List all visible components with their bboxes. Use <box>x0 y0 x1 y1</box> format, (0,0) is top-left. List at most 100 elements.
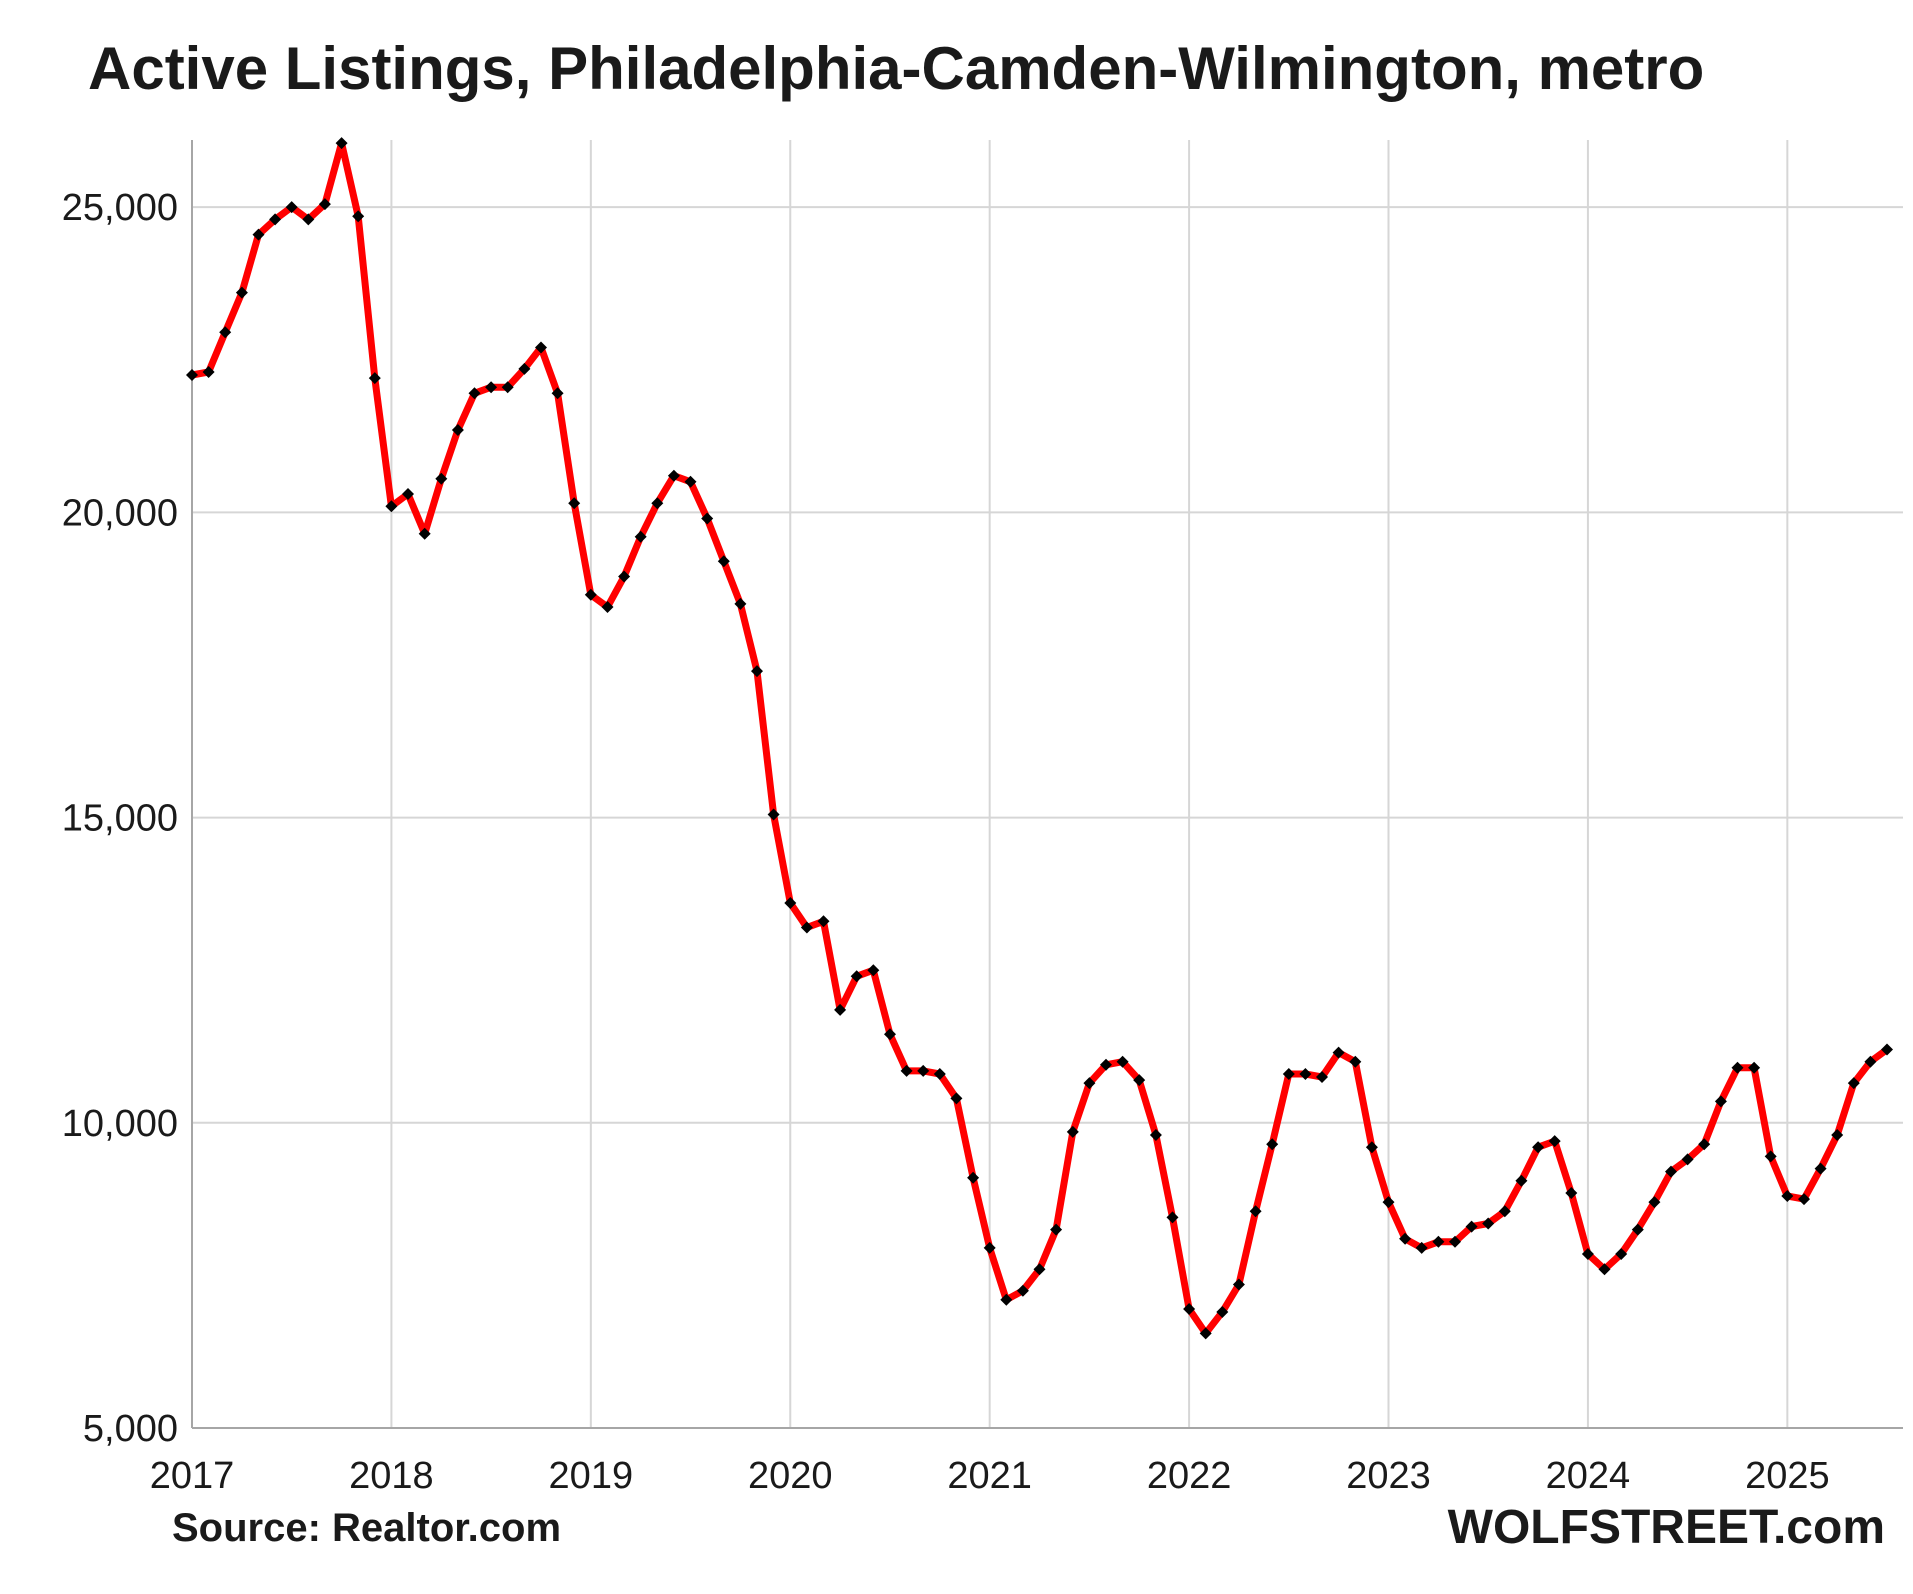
data-point-marker <box>867 964 880 977</box>
series-line <box>188 139 1891 1337</box>
data-point-marker <box>601 601 614 613</box>
x-tick-label: 2017 <box>150 1455 235 1497</box>
data-point-marker <box>1515 1174 1528 1187</box>
data-point-marker <box>1000 1293 1013 1306</box>
axes <box>191 140 1903 1429</box>
y-tick-label: 25,000 <box>62 187 178 229</box>
data-point-marker <box>734 597 747 610</box>
data-point-marker <box>1465 1220 1478 1233</box>
y-tick-label: 10,000 <box>62 1103 178 1145</box>
data-point-marker <box>1532 1141 1545 1154</box>
data-point-marker <box>1365 1141 1378 1154</box>
data-point-marker <box>1399 1232 1412 1245</box>
data-point-marker <box>352 210 365 223</box>
data-point-marker <box>983 1241 996 1254</box>
x-tick-labels: 2017 2018 2019 2020 2021 2022 2023 2024 2025 <box>150 1455 1830 1497</box>
data-point-marker <box>1282 1068 1295 1080</box>
x-tick-label: 2023 <box>1346 1455 1431 1497</box>
data-point-marker <box>584 588 597 601</box>
y-tick-label: 20,000 <box>62 492 178 534</box>
series-path <box>188 139 1891 1337</box>
data-point-marker <box>1847 1077 1860 1090</box>
data-point-marker <box>1232 1278 1245 1291</box>
data-point-marker <box>1781 1190 1794 1202</box>
data-point-marker <box>1731 1061 1744 1074</box>
data-point-marker <box>1332 1046 1345 1059</box>
data-point-marker <box>834 1003 847 1016</box>
data-point-marker <box>186 369 198 381</box>
data-point-marker <box>950 1092 963 1105</box>
data-point-marker <box>1498 1205 1511 1218</box>
data-point-marker <box>784 897 797 909</box>
data-point-marker <box>402 488 414 500</box>
brand-watermark: WOLFSTREET.com <box>1447 1501 1885 1554</box>
data-point-marker <box>518 362 531 375</box>
data-point-marker <box>1881 1043 1893 1056</box>
data-point-marker <box>1083 1077 1096 1090</box>
data-point-marker <box>435 472 448 485</box>
data-point-marker <box>1631 1223 1644 1236</box>
data-point-marker <box>967 1171 980 1184</box>
data-point-marker <box>651 497 664 510</box>
data-point-marker <box>468 387 481 400</box>
data-point-marker <box>1681 1153 1694 1166</box>
data-point-marker <box>1864 1055 1877 1068</box>
data-point-marker <box>850 970 863 983</box>
x-tick-label: 2020 <box>748 1455 833 1497</box>
data-point-marker <box>1066 1125 1079 1138</box>
data-point-marker <box>701 512 714 525</box>
data-point-marker <box>1216 1306 1229 1318</box>
data-point-marker <box>335 137 348 150</box>
data-point-marker <box>1415 1241 1428 1254</box>
data-point-marker <box>252 228 265 241</box>
data-point-marker <box>535 341 547 354</box>
source-note: Source: Realtor.com <box>172 1506 562 1550</box>
data-point-marker <box>202 366 215 378</box>
chart-title: Active Listings, Philadelphia-Camden-Wil… <box>88 35 1705 102</box>
data-point-marker <box>900 1064 913 1077</box>
x-tick-label: 2021 <box>947 1455 1032 1497</box>
data-point-marker <box>1814 1162 1827 1175</box>
data-point-marker <box>302 213 315 226</box>
data-point-marker <box>269 213 282 226</box>
data-point-marker <box>318 198 331 211</box>
data-point-marker <box>1482 1217 1495 1230</box>
data-point-marker <box>551 387 564 400</box>
data-point-marker <box>1183 1303 1196 1315</box>
data-point-marker <box>1698 1138 1711 1151</box>
data-point-marker <box>767 808 780 821</box>
data-point-marker <box>418 527 431 540</box>
data-point-marker <box>1648 1196 1661 1209</box>
data-point-marker <box>385 500 398 513</box>
data-point-marker <box>751 665 763 678</box>
data-point-marker <box>1133 1074 1146 1087</box>
data-point-marker <box>1748 1061 1761 1074</box>
data-point-marker <box>1050 1223 1063 1236</box>
data-point-marker <box>1249 1205 1262 1218</box>
data-markers <box>186 137 1893 1340</box>
data-point-marker <box>667 469 680 482</box>
data-point-marker <box>1565 1187 1578 1199</box>
data-point-marker <box>1831 1129 1844 1141</box>
x-tick-label: 2024 <box>1546 1455 1631 1497</box>
data-point-marker <box>1100 1058 1112 1071</box>
data-point-marker <box>884 1028 896 1041</box>
data-point-marker <box>1266 1138 1279 1151</box>
gridlines <box>192 140 1903 1428</box>
data-point-marker <box>235 286 248 299</box>
x-tick-label: 2018 <box>349 1455 434 1497</box>
data-point-marker <box>1449 1235 1461 1248</box>
data-point-marker <box>1299 1068 1312 1080</box>
data-point-marker <box>817 915 830 928</box>
data-point-marker <box>1432 1235 1445 1248</box>
data-point-marker <box>1714 1095 1727 1108</box>
data-point-marker <box>501 381 514 394</box>
x-tick-label: 2019 <box>549 1455 634 1497</box>
data-point-marker <box>451 424 464 436</box>
data-point-marker <box>634 530 647 543</box>
data-point-marker <box>717 555 730 568</box>
x-tick-label: 2022 <box>1147 1455 1232 1497</box>
data-point-marker <box>684 475 697 488</box>
data-point-marker <box>1665 1165 1677 1178</box>
data-point-marker <box>1798 1193 1810 1206</box>
